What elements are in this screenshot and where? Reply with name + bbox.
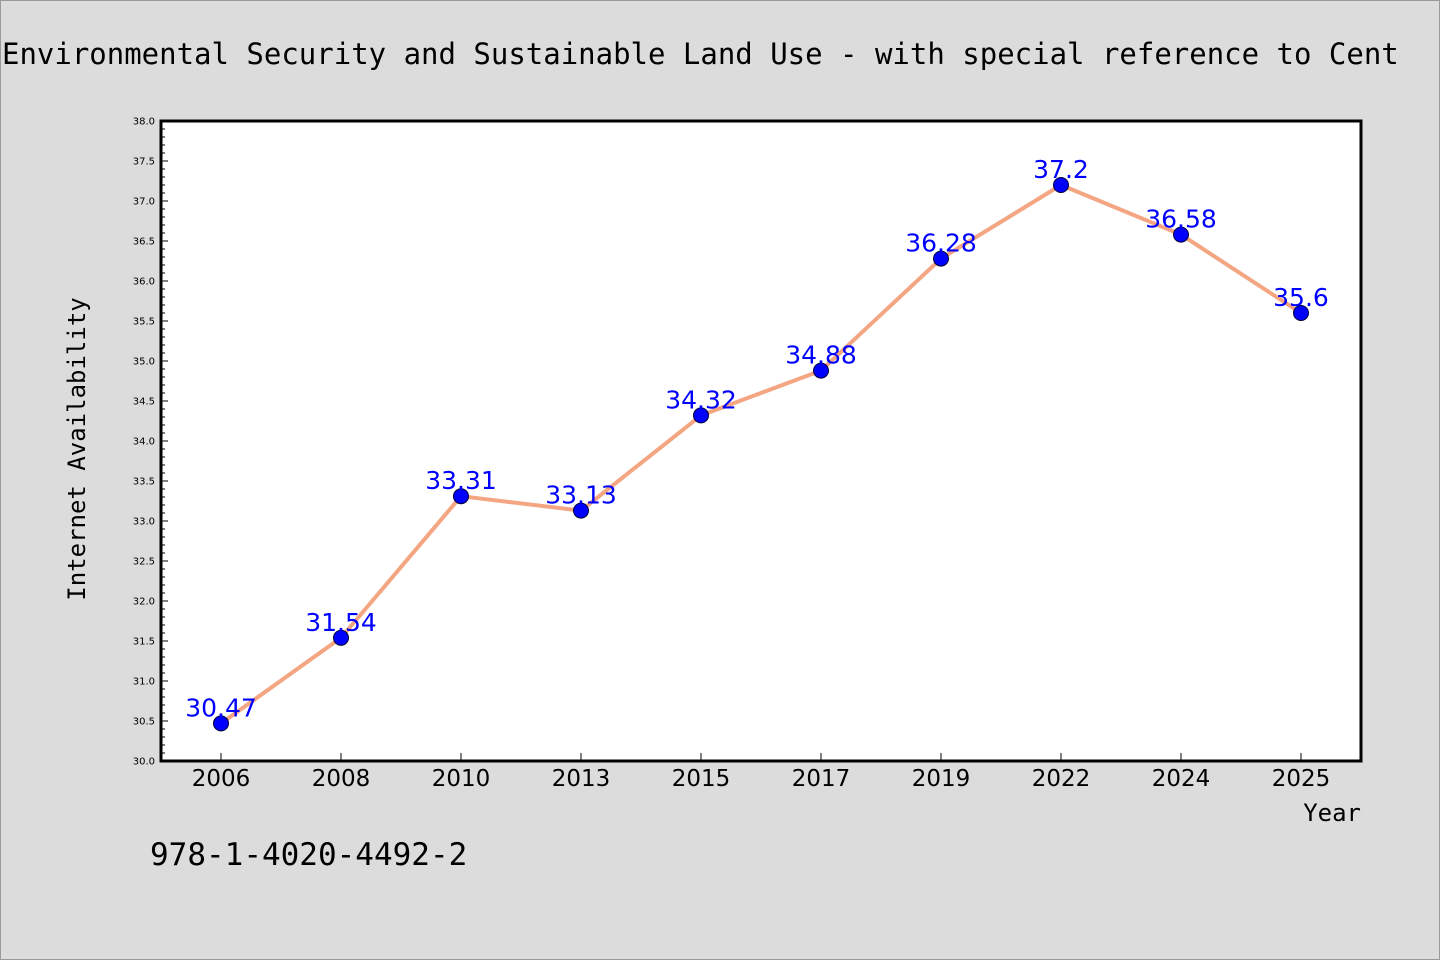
y-tick-label: 30.0 xyxy=(133,757,155,768)
data-point-marker xyxy=(333,629,349,646)
isbn-footer: 978-1-4020-4492-2 xyxy=(150,837,467,873)
y-tick-label: 31.0 xyxy=(133,677,155,688)
y-tick-label: 36.5 xyxy=(133,237,155,248)
x-tick-label: 2006 xyxy=(192,766,251,792)
x-tick-label: 2015 xyxy=(672,766,731,792)
x-tick-label: 2017 xyxy=(792,766,851,792)
y-tick-label: 34.5 xyxy=(133,397,155,408)
y-axis-label: Internet Availability xyxy=(63,297,91,600)
data-point-marker xyxy=(1173,226,1189,243)
y-tick-label: 37.0 xyxy=(133,197,155,208)
data-label: 36.58 xyxy=(1145,205,1217,234)
x-tick-label: 2025 xyxy=(1272,766,1331,792)
x-tick-label: 2022 xyxy=(1032,766,1091,792)
data-label: 34.88 xyxy=(785,341,857,370)
data-label: 33.13 xyxy=(545,481,617,510)
y-tick-label: 38.0 xyxy=(133,117,155,128)
y-tick-label: 36.0 xyxy=(133,277,155,288)
y-tick-label: 33.5 xyxy=(133,477,155,488)
data-label: 34.32 xyxy=(665,385,737,414)
y-axis: 30.0 30.5 31.0 31.5 32.0 32.5 33.0 33.5 34.0 34.5… xyxy=(133,117,168,768)
series-line xyxy=(219,183,1303,726)
x-tick-label: 2024 xyxy=(1152,766,1211,792)
x-tick-label: 2008 xyxy=(312,766,371,792)
data-label: 37.2 xyxy=(1033,155,1089,184)
y-tick-label: 34.0 xyxy=(133,437,155,448)
data-label: 31.54 xyxy=(305,608,377,637)
data-label: 33.31 xyxy=(425,466,497,495)
x-axis-label: Year xyxy=(1303,799,1361,827)
y-tick-label: 31.5 xyxy=(133,637,155,648)
series-layer: 30.47 31.54 33.31 33.13 34.32 34.88 36.28 37.2 3… xyxy=(185,155,1329,732)
y-tick-label: 35.0 xyxy=(133,357,155,368)
data-label: 30.47 xyxy=(185,693,257,722)
data-point-marker xyxy=(1053,177,1069,193)
data-point-marker xyxy=(573,502,589,519)
data-point-marker xyxy=(693,407,709,424)
data-point-marker xyxy=(1293,305,1309,321)
data-label: 36.28 xyxy=(905,229,977,258)
data-point-marker xyxy=(453,488,469,505)
y-tick-label: 32.0 xyxy=(133,597,155,608)
y-tick-label: 32.5 xyxy=(133,557,155,568)
x-tick-label: 2019 xyxy=(912,766,971,792)
x-tick-label: 2013 xyxy=(552,766,611,792)
y-tick-label: 33.0 xyxy=(133,517,155,528)
data-label: 35.6 xyxy=(1273,283,1329,312)
data-point-marker xyxy=(933,250,949,267)
data-point-marker xyxy=(213,715,229,732)
x-axis: 2006 2008 2010 2013 2015 2017 2019 2022 2024 2025 xyxy=(192,753,1331,792)
x-tick-label: 2010 xyxy=(432,766,491,792)
y-tick-label: 37.5 xyxy=(133,157,155,168)
y-tick-label: 35.5 xyxy=(133,317,155,328)
chart-title: Environmental Security and Sustainable L… xyxy=(2,37,1399,71)
data-point-marker xyxy=(813,362,829,379)
y-tick-label: 30.5 xyxy=(133,717,155,728)
